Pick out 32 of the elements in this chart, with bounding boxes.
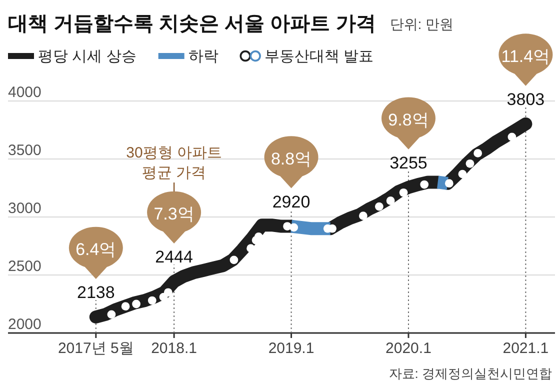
- legend-label: 평당 시세 상승: [38, 48, 136, 65]
- y-tick-label: 3500: [8, 142, 42, 159]
- value-label: 2920: [272, 192, 310, 212]
- x-tick-label: 2017년 5월: [58, 340, 134, 357]
- value-label: 2138: [77, 283, 115, 302]
- y-tick-label: 4000: [8, 84, 42, 101]
- y-tick-label: 2500: [8, 258, 42, 275]
- annotation-balloon: 9.8억: [381, 97, 436, 150]
- value-label: 2444: [155, 248, 193, 266]
- x-tick-label: 2020.1: [386, 340, 432, 357]
- legend-label: 하락: [188, 48, 218, 65]
- y-tick-label: 2000: [8, 316, 42, 333]
- value-label: 3803: [506, 90, 545, 109]
- annotation: 8.8억: [270, 149, 312, 168]
- annotation: 30평형 아파트 평균 가격: [126, 144, 222, 182]
- legend-label: 부동산대책 발표: [264, 48, 374, 65]
- subtitle: 단위: 만원: [390, 16, 454, 32]
- annotation: 7.3억: [154, 204, 194, 224]
- x-tick-label: 2021.1: [502, 340, 549, 357]
- annotation-balloon: 11.4억: [498, 34, 553, 86]
- x-tick-label: 2018.1: [151, 340, 197, 357]
- annotation-note: 30평형 아파트 평균 가격: [126, 144, 222, 192]
- y-tick-label: 3000: [8, 200, 42, 217]
- annotation: 6.4억: [76, 240, 116, 259]
- value-label: 3255: [390, 153, 428, 172]
- annotation-balloon: 7.3억: [147, 191, 202, 244]
- annotation-balloon: 6.4억: [68, 226, 123, 279]
- annotation-balloon: 8.8억: [264, 136, 318, 188]
- title: 대책 거듭할수록 치솟은 서울 아파트 가격: [8, 13, 376, 35]
- x-tick-label: 2019.1: [268, 340, 314, 357]
- annotation: 자료: 경제정의실천시민연합: [388, 366, 552, 381]
- annotation: 9.8억: [388, 110, 429, 130]
